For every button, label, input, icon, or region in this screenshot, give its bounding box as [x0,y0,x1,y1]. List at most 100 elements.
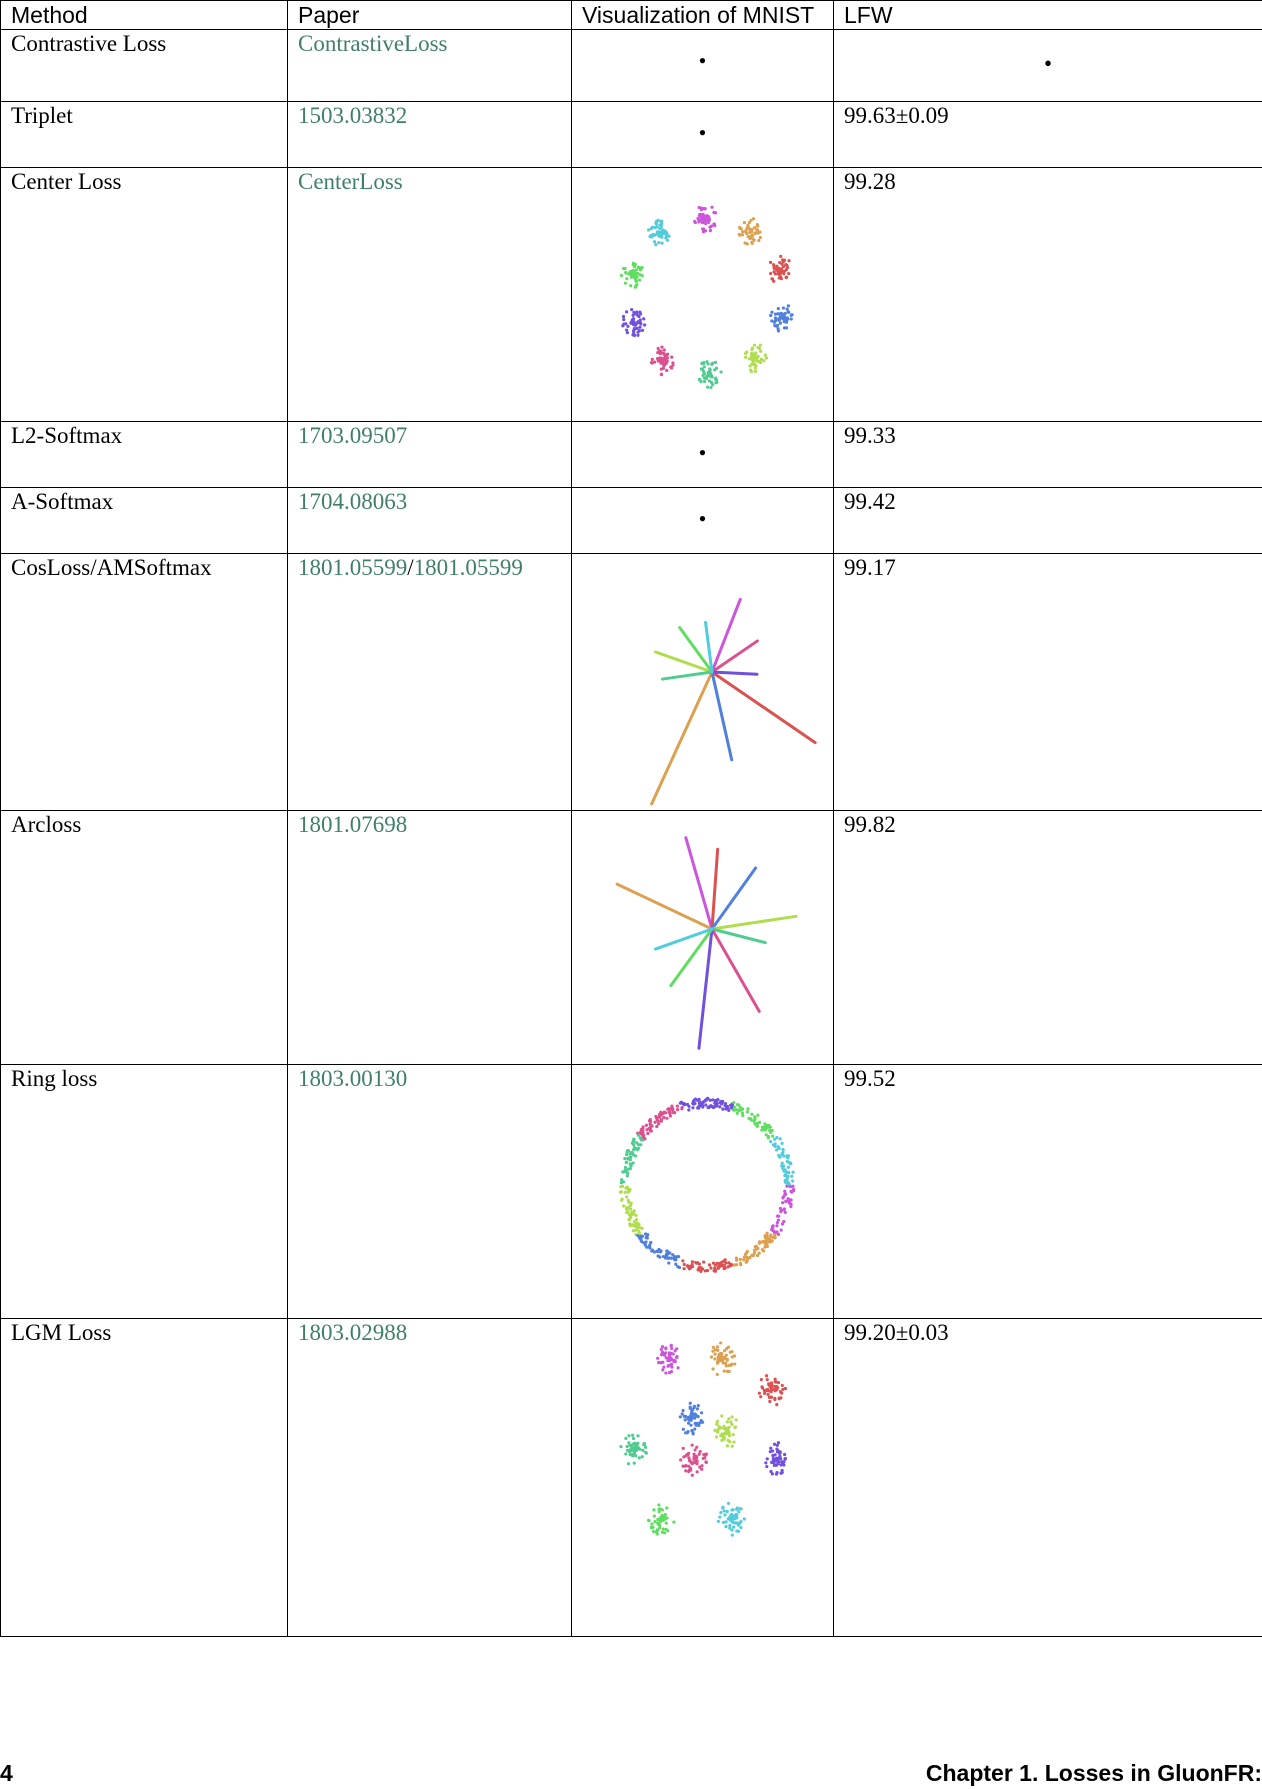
scatter-point [771,1134,775,1138]
scatter-point [693,1097,698,1101]
scatter-point [748,1256,752,1260]
scatter-point [752,353,756,357]
scatter-point [702,1453,706,1457]
ray-line [678,626,714,674]
scatter-point [753,231,758,235]
scatter-point [652,1514,656,1518]
scatter-point [781,306,786,310]
scatter-point [737,225,742,230]
scatter-point [754,1247,759,1251]
paper-link[interactable]: 1503.03832 [298,103,408,128]
scatter-point [714,381,718,385]
scatter-point [756,231,760,235]
scatter-point [716,1519,720,1523]
scatter-point [757,346,761,351]
scatter-point [655,1124,659,1129]
scatter-point [760,1385,764,1389]
scatter-point [742,1517,746,1521]
scatter-point [723,1101,728,1106]
scatter-point [710,362,714,367]
scatter-point [775,1457,779,1462]
scatter-point [649,1240,653,1245]
scatter-point [693,1421,697,1425]
scatter-point [750,348,754,352]
scatter-point [779,311,783,315]
scatter-point [785,1199,789,1203]
scatter-point [671,1108,675,1112]
scatter-point [642,1241,646,1245]
scatter-point [728,1514,733,1518]
paper-link[interactable]: 1801.05599 [413,555,523,580]
scatter-point [770,1460,774,1464]
scatter-point [678,1101,682,1105]
cell-visualization: • [571,421,834,488]
scatter-point [623,1190,627,1194]
scatter-point [655,1528,659,1532]
scatter-point [782,314,786,319]
scatter-point [656,1356,660,1360]
paper-link[interactable]: 1803.02988 [298,1320,408,1345]
scatter-point [733,1362,737,1366]
paper-link[interactable]: 1801.07698 [298,812,408,837]
scatter-point [715,1261,719,1265]
scatter-point [679,1458,683,1462]
chapter-title: Chapter 1. Losses in GluonFR: [925,1760,1262,1786]
scatter-point [784,1192,788,1196]
scatter-point [765,1231,769,1235]
mnist-visualization [618,1096,796,1273]
scatter-point [670,1346,674,1351]
scatter-point [697,205,701,210]
scatter-point [764,1124,769,1128]
table-header-row: Method Paper Visualization of MNIST LFW [0,0,1262,30]
cell-paper: 1801.07698 [287,810,572,1065]
scatter-point [687,1415,692,1419]
scatter-point [762,359,766,363]
scatter-point [630,1433,635,1437]
scatter-point [623,1156,627,1161]
scatter-point [698,212,702,217]
scatter-point [708,1098,712,1102]
scatter-point [718,1515,722,1519]
scatter-point [715,1372,719,1377]
scatter-point [709,224,714,228]
scatter-point [645,1128,649,1132]
scatter-point [687,1104,691,1109]
paper-link[interactable]: 1703.09507 [298,423,408,448]
scatter-point [775,1221,779,1225]
scatter-point [759,349,763,353]
scatter-point [764,356,769,360]
scatter-point [719,1341,723,1345]
scatter-point [636,1234,640,1238]
scatter-point [719,1510,723,1515]
page-number: 4 [0,1760,13,1786]
paper-link[interactable]: 1704.08063 [298,489,408,514]
scatter-point [764,1461,768,1465]
paper-link[interactable]: 1801.05599 [298,555,408,580]
scatter-point [658,358,663,362]
scatter-point [666,1256,671,1260]
scatter-point [776,1145,780,1149]
scatter-point [768,1399,772,1404]
scatter-point [620,1198,624,1202]
scatter-point [660,235,664,239]
scatter-point [664,1521,668,1525]
cell-method: Triplet [0,101,288,168]
scatter-point [725,1358,729,1362]
scatter-point [752,343,757,347]
scatter-point [775,1443,779,1447]
scatter-point [652,360,657,364]
scatter-point [784,319,788,323]
paper-link[interactable]: 1803.00130 [298,1066,408,1091]
scatter-point [651,1525,655,1529]
ray-line [710,639,759,674]
cell-visualization: • [571,487,834,554]
scatter-point [772,263,776,267]
paper-link[interactable]: CenterLoss [298,169,403,194]
scatter-point [786,304,790,308]
paper-link[interactable]: ContrastiveLoss [298,31,448,56]
scatter-point [643,323,647,327]
ray-line [710,670,734,762]
scatter-point [781,1167,785,1171]
scatter-point [778,1155,782,1159]
scatter-point [728,1103,733,1107]
